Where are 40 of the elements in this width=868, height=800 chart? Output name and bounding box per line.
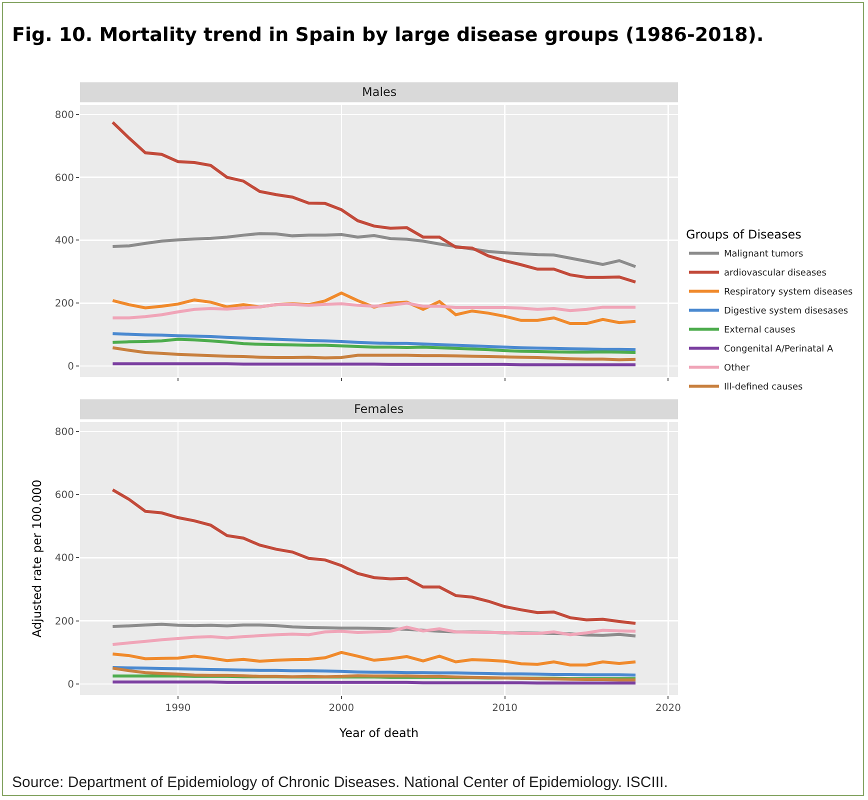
legend-label: Congenital A/Perinatal A <box>724 344 834 355</box>
line-series <box>111 346 638 362</box>
y-tick-label: 400 <box>54 236 74 247</box>
legend-label: Malignant tumors <box>724 250 804 260</box>
line-series <box>111 650 638 667</box>
y-tick-label: 800 <box>54 426 74 438</box>
chart-title: Females <box>354 402 404 416</box>
y-tick-label: 200 <box>54 298 74 310</box>
line-series <box>111 232 638 268</box>
source-note: Source: Department of Epidemiology of Chronic Diseases. National Center of Epidemiology. ISCIII. <box>12 774 668 791</box>
line-series <box>111 338 638 354</box>
x-tick-label: 2010 <box>492 703 518 714</box>
x-tick-label: 1990 <box>165 703 191 714</box>
line-series <box>111 626 638 646</box>
line-series <box>111 120 638 284</box>
y-tick-label: 400 <box>54 553 74 564</box>
legend-label: Ill-defined causes <box>724 382 804 393</box>
legend-label: Other <box>724 364 750 374</box>
line-series <box>111 666 638 682</box>
line-series <box>111 666 638 677</box>
legend-label: External causes <box>724 326 796 336</box>
x-tick-label: 2000 <box>328 703 354 714</box>
y-tick-label: 200 <box>54 616 74 628</box>
line-series <box>111 302 638 320</box>
y-tick-label: 0 <box>68 679 74 690</box>
line-series <box>111 488 638 625</box>
y-tick-label: 600 <box>54 172 74 184</box>
line-series <box>111 332 638 352</box>
y-tick-label: 0 <box>68 361 74 372</box>
y-tick-label: 800 <box>54 110 74 121</box>
chart-subtitle: Males <box>362 85 397 99</box>
legend-label: ardiovascular diseases <box>724 268 827 279</box>
x-tick-label: 2020 <box>655 703 681 714</box>
chart-title: Fig. 10. Mortality trend in Spain by large disease groups (1986-2018). <box>12 24 765 46</box>
y-tick-label: 600 <box>54 490 74 502</box>
legend-label: Digestive system disesases <box>724 306 848 317</box>
x-axis-title: Year of death <box>338 726 419 740</box>
legend-title: Groups of Diseases <box>686 228 802 242</box>
legend-label: Respiratory system diseases <box>724 288 853 298</box>
y-axis-title: Adjusted rate per 100.000 <box>30 480 44 638</box>
